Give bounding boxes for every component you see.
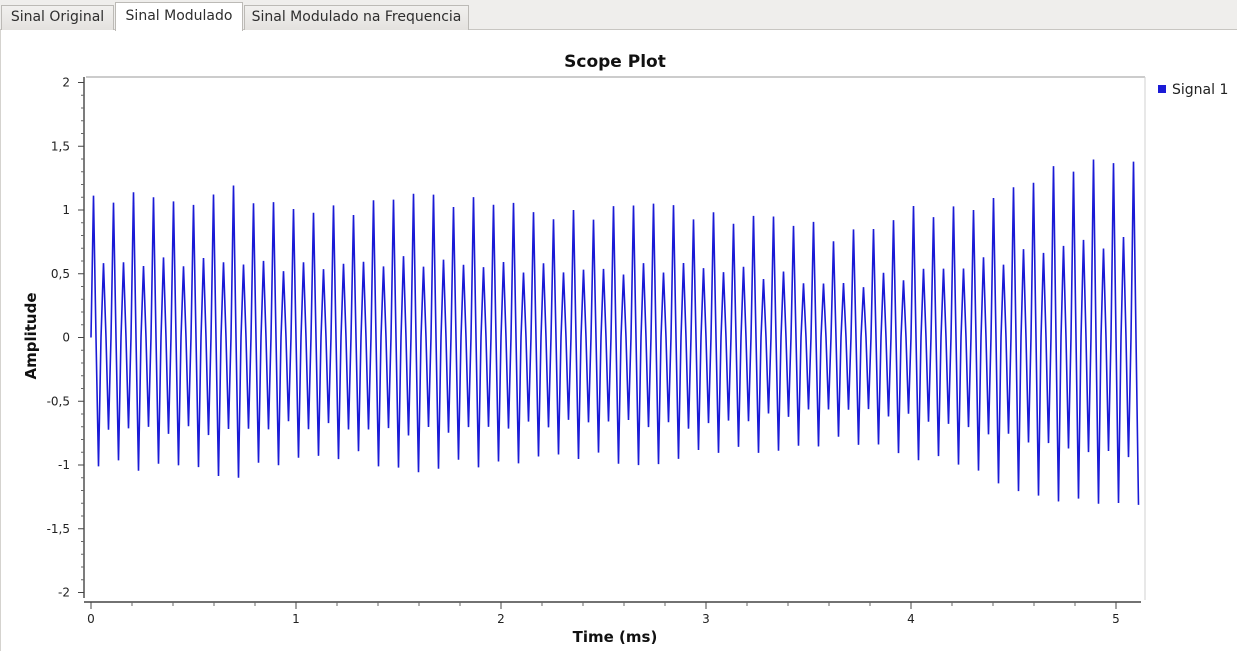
tab-sinal-modulado[interactable]: Sinal Modulado: [115, 2, 243, 31]
x-axis-label: Time (ms): [573, 628, 658, 646]
y-tick-label: 0,5: [51, 267, 70, 281]
x-tick-label: 1: [292, 612, 300, 626]
x-tick-label: 3: [702, 612, 710, 626]
y-axis-label: Amplitude: [22, 292, 40, 379]
y-tick-label: -1,5: [47, 522, 70, 536]
tab-sinal-modulado-frequencia[interactable]: Sinal Modulado na Frequencia: [244, 5, 469, 30]
tab-panel: Scope Plot Time (ms) Amplitude 2 1,5 1 0,5 0…: [0, 30, 1237, 651]
y-axis: 2 1,5 1 0,5 0 -0,5 -1 -1,5 -2: [47, 76, 84, 600]
scope-plot[interactable]: Scope Plot Time (ms) Amplitude 2 1,5 1 0,5 0…: [1, 30, 1237, 651]
y-tick-label: 1: [62, 203, 70, 217]
y-tick-label: -1: [58, 458, 70, 472]
y-tick-label: -2: [58, 586, 70, 600]
x-tick-label: 4: [907, 612, 915, 626]
signal-1-line: [90, 159, 1140, 505]
y-tick-label: -0,5: [47, 394, 70, 408]
y-tick-label: 0: [62, 331, 70, 345]
y-tick-label: 1,5: [51, 139, 70, 153]
x-tick-label: 5: [1112, 612, 1120, 626]
legend[interactable]: Signal 1: [1158, 82, 1228, 98]
x-tick-label: 0: [87, 612, 95, 626]
signal-1-trace: [90, 159, 1140, 505]
chart-title: Scope Plot: [564, 52, 666, 72]
x-tick-label: 2: [497, 612, 505, 626]
legend-label-signal-1: Signal 1: [1172, 82, 1228, 98]
legend-swatch-signal-1: [1158, 85, 1166, 93]
x-axis: 0 1 2 3 4 5: [87, 602, 1120, 626]
tab-bar: Sinal Original Sinal Modulado Sinal Modu…: [0, 0, 1237, 31]
tab-sinal-original[interactable]: Sinal Original: [1, 5, 114, 30]
y-tick-label: 2: [62, 76, 70, 90]
